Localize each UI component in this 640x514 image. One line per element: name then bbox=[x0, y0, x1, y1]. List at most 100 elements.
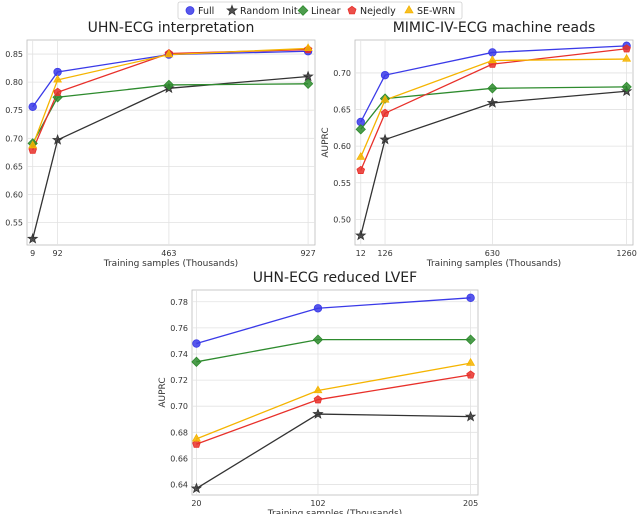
plot-area bbox=[191, 289, 479, 496]
y-tick-label: 0.64 bbox=[170, 481, 188, 490]
x-tick-label: 102 bbox=[310, 499, 325, 508]
series-line-linear bbox=[360, 86, 627, 130]
legend-marker-random-init bbox=[226, 4, 238, 16]
y-tick-label: 0.80 bbox=[5, 78, 23, 87]
data-point-full bbox=[466, 293, 475, 303]
data-point-linear bbox=[465, 334, 476, 345]
y-tick-label: 0.65 bbox=[5, 162, 23, 171]
data-point-nejedly bbox=[622, 44, 631, 53]
y-tick-label: 0.60 bbox=[5, 190, 23, 199]
y-tick-label: 0.70 bbox=[333, 69, 351, 78]
data-point-se-wrn bbox=[313, 385, 323, 394]
data-point-full bbox=[488, 48, 497, 57]
data-point-linear bbox=[355, 124, 366, 135]
series-line-random-init bbox=[32, 75, 309, 239]
x-tick-label: 463 bbox=[161, 249, 176, 258]
data-point-nejedly bbox=[313, 395, 323, 404]
x-tick-label: 12 bbox=[356, 249, 366, 258]
y-tick-label: 0.70 bbox=[5, 134, 23, 143]
data-point-linear bbox=[487, 83, 498, 94]
data-point-se-wrn bbox=[622, 53, 632, 62]
chart-title: UHN-ECG interpretation bbox=[88, 20, 255, 36]
plot-area bbox=[354, 39, 634, 246]
x-tick-label: 20 bbox=[191, 499, 201, 508]
y-tick-label: 0.75 bbox=[5, 106, 23, 115]
y-tick-label: 0.60 bbox=[333, 142, 351, 151]
y-tick-label: 0.70 bbox=[170, 402, 188, 411]
data-point-linear bbox=[302, 78, 314, 89]
y-tick-label: 0.76 bbox=[170, 324, 188, 333]
data-point-linear bbox=[191, 356, 202, 367]
data-point-linear bbox=[163, 79, 175, 91]
legend-label-random-init: Random Init. bbox=[240, 6, 301, 17]
data-point-full bbox=[380, 70, 390, 80]
data-point-nejedly bbox=[380, 108, 390, 117]
y-tick-label: 0.85 bbox=[5, 50, 23, 59]
chart-title: UHN-ECG reduced LVEF bbox=[253, 270, 417, 286]
data-point-linear bbox=[312, 334, 324, 345]
x-tick-label: 927 bbox=[300, 249, 315, 258]
data-point-random-init bbox=[464, 410, 477, 422]
series-line-full bbox=[32, 50, 309, 108]
legend-marker-nejedly bbox=[347, 5, 357, 15]
legend-marker-full bbox=[185, 6, 195, 15]
data-point-random-init bbox=[379, 133, 391, 145]
data-point-nejedly bbox=[53, 87, 62, 96]
series-line-se-wrn bbox=[32, 47, 309, 146]
x-axis-label: Training samples (Thousands) bbox=[267, 509, 402, 514]
data-point-random-init bbox=[27, 232, 39, 244]
y-tick-label: 0.65 bbox=[333, 106, 351, 115]
y-axis-label: AUPRC bbox=[158, 377, 168, 407]
data-point-random-init bbox=[355, 229, 367, 241]
series-line-random-init bbox=[360, 90, 627, 236]
data-point-se-wrn bbox=[28, 140, 38, 149]
data-point-full bbox=[313, 304, 323, 313]
chart-uhn-ecg-reduced-lvef: UHN-ECG reduced LVEF 0.64 0.66 0.68 0.70 0.72… bbox=[158, 270, 479, 514]
series-line-full bbox=[360, 45, 627, 123]
x-tick-label: 92 bbox=[53, 249, 63, 258]
data-point-se-wrn bbox=[380, 94, 390, 103]
data-point-linear bbox=[621, 81, 632, 93]
data-point-full bbox=[53, 67, 62, 77]
data-point-se-wrn bbox=[164, 49, 174, 58]
legend-marker-linear bbox=[297, 5, 309, 16]
x-tick-label: 630 bbox=[485, 249, 500, 258]
x-axis-label: Training samples (Thousands) bbox=[426, 259, 561, 269]
data-point-random-init bbox=[486, 97, 499, 108]
series-line-se-wrn bbox=[360, 58, 627, 158]
data-point-nejedly bbox=[466, 370, 475, 379]
chart-title: MIMIC-IV-ECG machine reads bbox=[393, 20, 596, 36]
legend: Full Random Init. Linear Nejedly SE-WRN bbox=[177, 1, 463, 20]
series-line-nejedly bbox=[360, 48, 627, 171]
data-point-full bbox=[28, 102, 37, 112]
legend-label-full: Full bbox=[198, 6, 214, 17]
legend-box bbox=[177, 1, 463, 20]
x-tick-label: 9 bbox=[30, 249, 35, 258]
y-tick-label: 0.72 bbox=[170, 376, 188, 385]
y-axis-label: AUPRC bbox=[321, 127, 331, 157]
data-point-random-init bbox=[51, 134, 64, 145]
legend-label-nejedly: Nejedly bbox=[360, 6, 396, 17]
y-tick-label: 0.50 bbox=[333, 215, 351, 224]
data-point-se-wrn bbox=[487, 55, 497, 64]
y-tick-label: 0.55 bbox=[333, 179, 351, 188]
chart-uhn-ecg-interpretation: UHN-ECG interpretation 0.55 0.60 0.65 0.70 0.… bbox=[0, 20, 316, 269]
x-tick-label: 205 bbox=[463, 499, 478, 508]
y-axis-label: AUPRC bbox=[0, 127, 3, 157]
x-tick-label: 1260 bbox=[616, 249, 636, 258]
data-point-random-init bbox=[302, 70, 314, 82]
x-tick-label: 126 bbox=[377, 249, 392, 258]
data-point-se-wrn bbox=[303, 43, 313, 52]
chart-mimic-iv-ecg-machine-reads: MIMIC-IV-ECG machine reads 0.50 0.55 0.60 0.… bbox=[321, 20, 637, 269]
x-axis-label: Training samples (Thousands) bbox=[103, 259, 238, 269]
legend-label-linear: Linear bbox=[311, 6, 341, 17]
data-point-random-init bbox=[312, 408, 324, 419]
legend-label-se-wrn: SE-WRN bbox=[417, 6, 455, 17]
y-tick-label: 0.68 bbox=[170, 428, 188, 437]
data-point-se-wrn bbox=[356, 151, 366, 160]
data-point-full bbox=[192, 339, 201, 348]
y-tick-label: 0.74 bbox=[170, 350, 188, 359]
data-point-se-wrn bbox=[53, 74, 63, 83]
y-tick-label: 0.55 bbox=[5, 219, 23, 228]
